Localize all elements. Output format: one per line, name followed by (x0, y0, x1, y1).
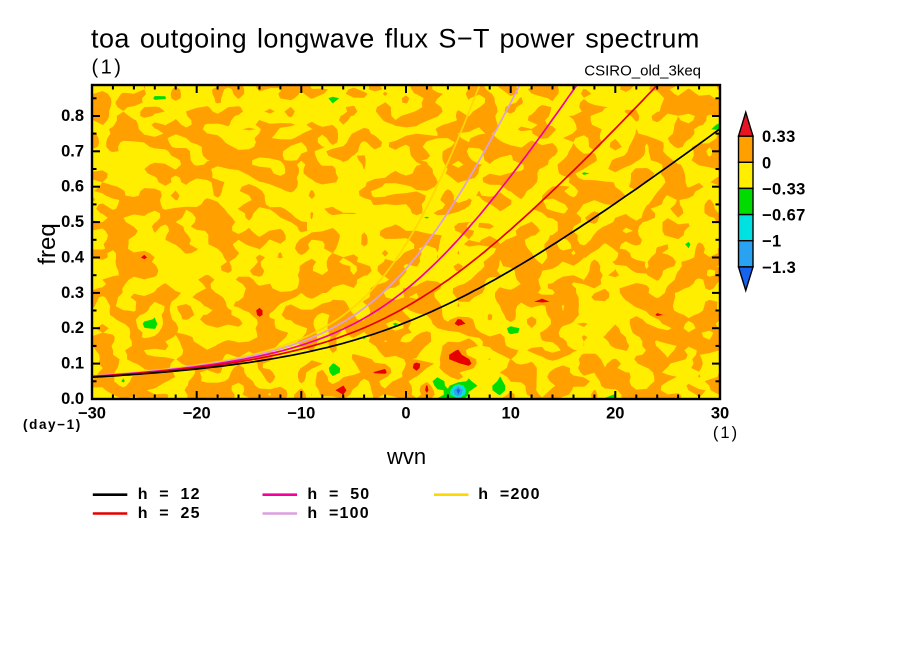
svg-text:−0.67: −0.67 (762, 207, 806, 225)
svg-text:h =200: h =200 (478, 486, 540, 503)
svg-text:freq: freq (34, 223, 61, 264)
svg-text:−1.3: −1.3 (762, 259, 796, 277)
svg-text:0: 0 (762, 154, 772, 172)
svg-text:wvn: wvn (386, 444, 426, 469)
svg-text:0.5: 0.5 (61, 213, 84, 231)
svg-text:−10: −10 (287, 405, 315, 423)
svg-text:h =100: h =100 (307, 505, 369, 522)
svg-text:0.3: 0.3 (61, 284, 84, 302)
svg-text:0.2: 0.2 (61, 319, 84, 337)
svg-text:CSIRO_old_3keq: CSIRO_old_3keq (584, 63, 701, 80)
svg-text:−30: −30 (78, 405, 106, 423)
svg-text:0: 0 (401, 405, 410, 423)
svg-text:0.33: 0.33 (762, 128, 796, 146)
svg-text:toa outgoing longwave flux S−T: toa outgoing longwave flux S−T power spe… (91, 24, 700, 54)
svg-text:(1): (1) (713, 424, 739, 442)
svg-text:0.4: 0.4 (61, 249, 85, 267)
svg-text:h = 50: h = 50 (307, 486, 370, 503)
svg-text:0.1: 0.1 (61, 355, 84, 373)
svg-text:30: 30 (711, 405, 729, 423)
svg-text:0.0: 0.0 (61, 390, 84, 408)
svg-text:(day−1): (day−1) (23, 417, 82, 432)
svg-text:20: 20 (606, 405, 624, 423)
svg-text:0.6: 0.6 (61, 178, 84, 196)
svg-text:(1): (1) (92, 57, 124, 79)
svg-text:−0.33: −0.33 (762, 180, 806, 198)
svg-text:−1: −1 (762, 233, 782, 251)
svg-text:h = 12: h = 12 (138, 486, 201, 503)
svg-text:0.7: 0.7 (61, 142, 84, 160)
svg-text:10: 10 (502, 405, 520, 423)
svg-text:−20: −20 (183, 405, 211, 423)
svg-text:h = 25: h = 25 (138, 505, 201, 522)
svg-text:0.8: 0.8 (61, 107, 84, 125)
